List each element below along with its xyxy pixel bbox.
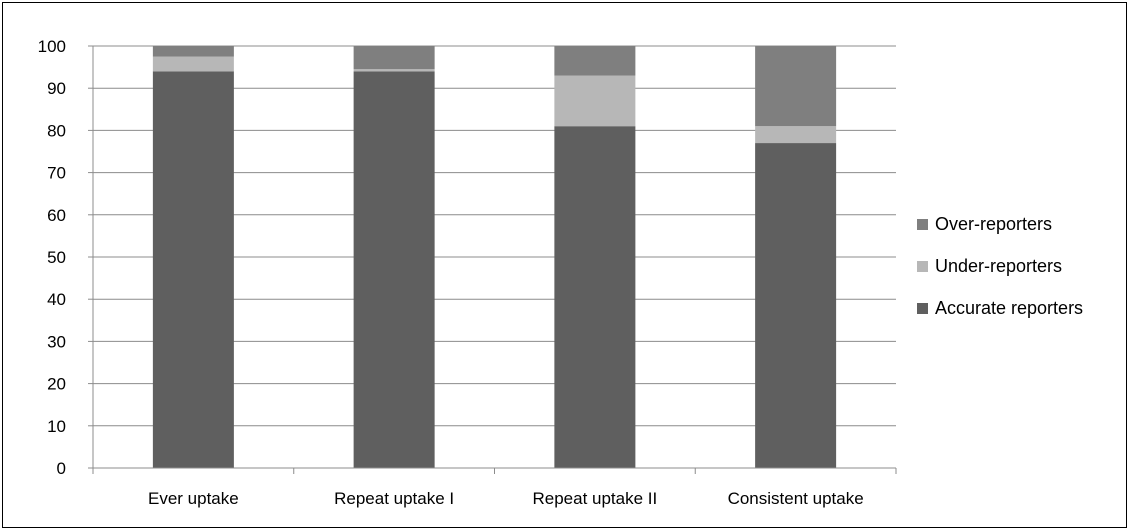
y-tick-label-20: 20 (47, 375, 66, 394)
legend-swatch-1 (917, 261, 928, 272)
bar-over-reporters-0 (152, 46, 234, 57)
legend-label-0: Over-reporters (935, 214, 1052, 234)
bar-over-reporters-3 (755, 46, 837, 127)
bar-under-reporters-2 (554, 75, 636, 127)
y-tick-label-40: 40 (47, 290, 66, 309)
y-tick-label-50: 50 (47, 248, 66, 267)
legend-label-1: Under-reporters (935, 256, 1062, 276)
legend-swatch-0 (917, 219, 928, 230)
bars (152, 46, 837, 469)
y-tick-label-90: 90 (47, 79, 66, 98)
y-tick-label-0: 0 (57, 459, 66, 478)
x-tick-label-0: Ever uptake (148, 489, 239, 508)
bar-under-reporters-1 (353, 69, 435, 72)
legend: Over-reporters Under-reporters Accurate re… (917, 214, 1083, 318)
y-tick-label-70: 70 (47, 164, 66, 183)
x-tick-label-2: Repeat uptake II (532, 489, 657, 508)
legend-swatch-2 (917, 303, 928, 314)
y-tick-label-30: 30 (47, 332, 66, 351)
bar-over-reporters-2 (554, 46, 636, 76)
legend-label-2: Accurate reporters (935, 298, 1083, 318)
axes: 0 10 20 30 40 50 60 70 80 90 100 Ever uptake Repeat … (38, 37, 897, 508)
y-tick-label-100: 100 (38, 37, 66, 56)
y-tick-label-80: 80 (47, 121, 66, 140)
bar-accurate-reporters-1 (353, 71, 435, 468)
bar-accurate-reporters-2 (554, 126, 636, 469)
bar-over-reporters-1 (353, 46, 435, 70)
bar-accurate-reporters-3 (755, 143, 837, 468)
x-tick-label-3: Consistent uptake (728, 489, 864, 508)
x-tick-label-1: Repeat uptake I (334, 489, 454, 508)
y-tick-label-60: 60 (47, 206, 66, 225)
y-tick-label-10: 10 (47, 417, 66, 436)
bar-under-reporters-3 (755, 126, 837, 144)
bar-accurate-reporters-0 (152, 71, 234, 468)
bar-under-reporters-0 (152, 56, 234, 72)
